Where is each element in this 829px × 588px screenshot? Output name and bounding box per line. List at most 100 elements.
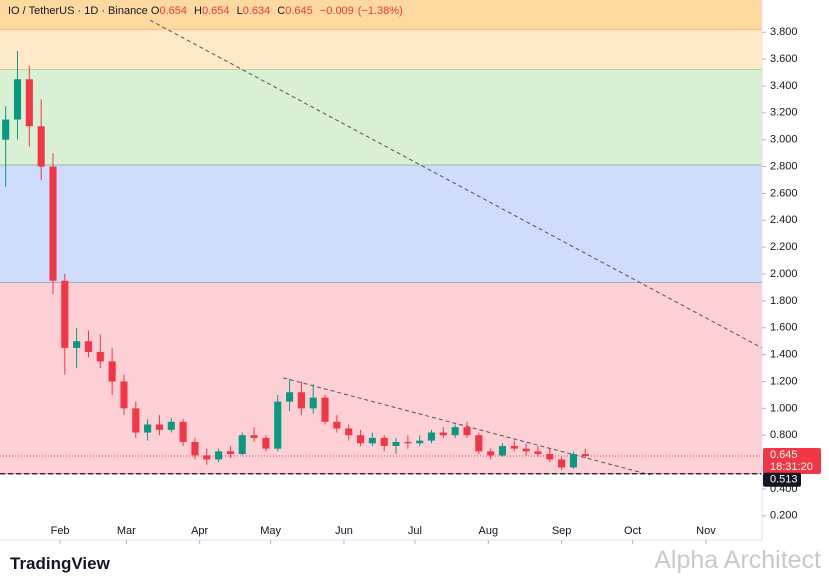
candle-body [451, 427, 459, 436]
candle-body [546, 454, 554, 460]
y-tick-label: 1.600 [770, 322, 798, 334]
y-tick-label: 0.200 [770, 510, 798, 522]
x-tick-label: Jun [335, 525, 353, 537]
candle-body [333, 421, 341, 429]
y-tick-label: 0.800 [770, 429, 798, 441]
candle-body [144, 424, 152, 433]
candle-body [155, 424, 163, 430]
candle-body [498, 445, 507, 456]
candle-body [167, 421, 175, 430]
candle-body [345, 428, 353, 436]
zone [0, 0, 762, 30]
y-tick-label: 1.800 [770, 295, 798, 307]
candle-body [96, 351, 104, 362]
y-tick-label: 2.400 [770, 214, 798, 226]
support-label: 0.513 [770, 474, 798, 486]
candle-body [286, 392, 294, 402]
candle-body [558, 459, 566, 468]
candle-body [13, 79, 22, 120]
y-tick-label: 1.200 [770, 375, 798, 387]
candle-body [238, 435, 246, 455]
candle-body [321, 397, 329, 422]
candle-body [569, 454, 578, 468]
zone [0, 29, 762, 70]
countdown-label: 18:31:20 [770, 461, 813, 473]
y-tick-label: 2.000 [770, 268, 798, 280]
price-label: 0.645 [770, 449, 798, 461]
x-tick-label: Oct [624, 525, 641, 537]
candle-body [297, 392, 305, 409]
x-tick-label: Apr [191, 525, 208, 537]
candle-body [368, 437, 376, 444]
y-tick-label: 3.600 [770, 53, 798, 65]
candle-body [215, 451, 223, 460]
x-tick-label: Jul [408, 525, 422, 537]
ohlc-label: O [150, 5, 160, 17]
brand[interactable]: TradingView [10, 554, 110, 573]
y-tick-label: 3.000 [770, 134, 798, 146]
candle-body [191, 441, 199, 456]
candle-body [132, 408, 140, 433]
ohlc-label: H [194, 5, 202, 17]
x-tick-label: Sep [552, 525, 572, 537]
y-tick-label: 3.200 [770, 107, 798, 119]
candle-body [309, 397, 317, 409]
price-label-box [763, 448, 821, 475]
trendline [149, 19, 762, 349]
y-tick-label: 1.400 [770, 349, 798, 361]
ohlc-value: 0.654 [159, 5, 187, 17]
candle-body [274, 401, 282, 449]
candle-body [522, 448, 530, 452]
symbol: IO / TetherUS · 1D · Binance [8, 5, 148, 17]
y-tick-label: 3.400 [770, 80, 798, 92]
candle-body [37, 126, 45, 167]
ohlc-value: 0.634 [242, 5, 271, 17]
x-tick-label: Nov [696, 525, 716, 537]
x-tick-label: Feb [51, 525, 70, 537]
candle-body [510, 445, 518, 449]
candle-body [49, 166, 57, 281]
candle-body [404, 441, 412, 444]
candle-body [427, 432, 436, 441]
ohlc-value: 0.654 [201, 5, 230, 17]
x-tick-label: Mar [117, 525, 136, 537]
change: −0.009 [319, 5, 354, 17]
ohlc-value: 0.645 [285, 5, 313, 17]
candle-body [262, 437, 270, 449]
candle-body [463, 427, 471, 436]
candle-body [534, 451, 542, 455]
watermark: Alpha Architect [654, 546, 821, 575]
candle-body [2, 119, 10, 140]
y-tick-label: 2.200 [770, 241, 798, 253]
candle-body [25, 79, 33, 127]
y-tick-label: 2.600 [770, 187, 798, 199]
ohlc-label: L [236, 5, 243, 17]
candle-body [380, 437, 388, 446]
candle-body [108, 361, 116, 382]
candle-body [581, 454, 589, 457]
y-tick-label: 2.800 [770, 160, 798, 172]
y-tick-label: 1.000 [770, 402, 798, 414]
candle-body [250, 435, 258, 438]
change-pct: (−1.38%) [357, 5, 403, 17]
candle-body [73, 341, 81, 348]
candle-body [179, 421, 187, 442]
candle-body [392, 441, 400, 446]
zone [0, 165, 762, 283]
candle-body [416, 440, 424, 444]
candle-body [356, 435, 365, 444]
x-tick-label: May [260, 525, 281, 537]
candle-body [475, 435, 483, 452]
candle-body [226, 451, 234, 455]
watermark-text: Alpha Architect [654, 546, 821, 574]
brand-logo[interactable]: TradingView [10, 554, 110, 574]
candle-body [84, 341, 93, 352]
symbol-header: IO / TetherUS · 1D · Binance O0.654 H0.6… [8, 5, 407, 17]
candle-body [61, 280, 69, 348]
support-label-box [763, 472, 801, 487]
candle-body [120, 381, 128, 409]
candle-body [439, 432, 447, 436]
ohlc-label: C [277, 5, 286, 17]
